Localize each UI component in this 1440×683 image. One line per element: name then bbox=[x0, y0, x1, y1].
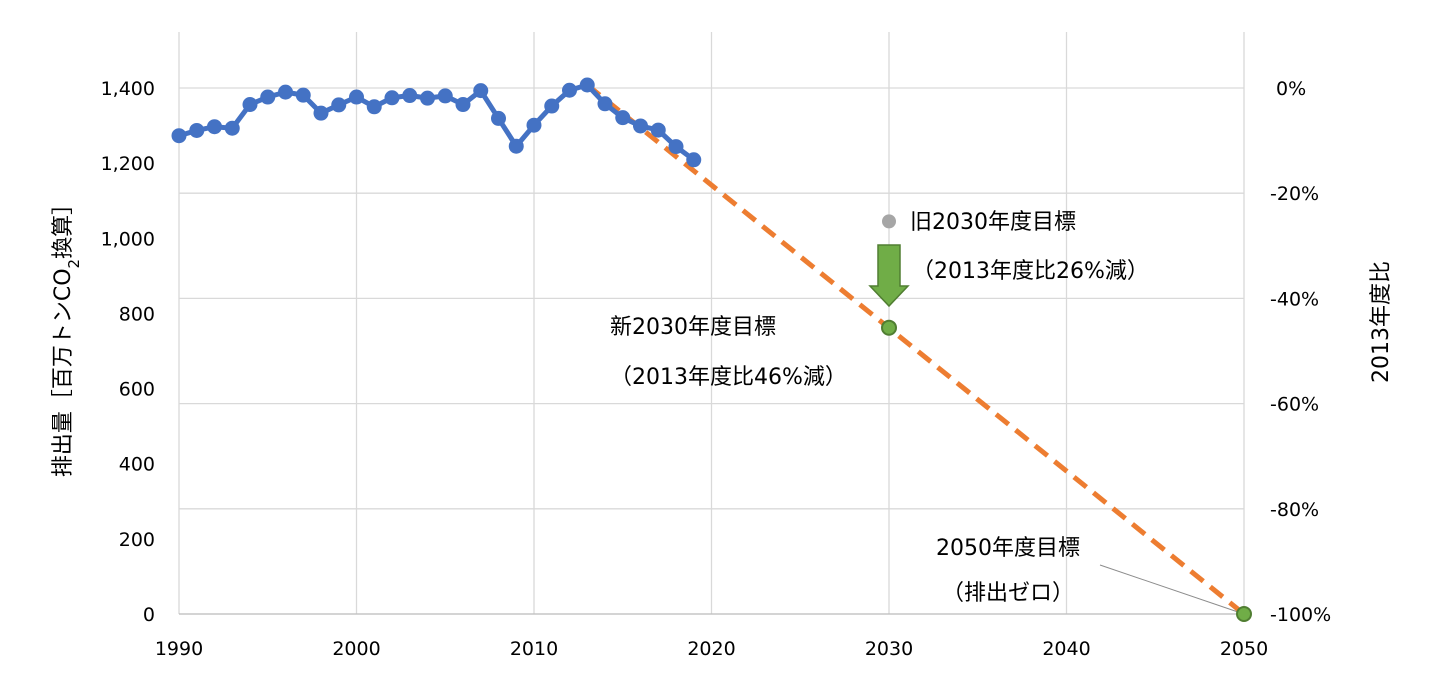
x-tick-label: 2020 bbox=[687, 638, 735, 660]
data-point bbox=[615, 110, 631, 126]
data-point bbox=[633, 118, 648, 134]
new-target-sublabel: （2013年度比46%減） bbox=[610, 365, 847, 390]
actual-emissions-line bbox=[178, 82, 696, 162]
data-point bbox=[402, 88, 418, 104]
data-point bbox=[491, 110, 506, 126]
data-point bbox=[668, 139, 684, 155]
old-2030-target-marker bbox=[882, 214, 896, 229]
y-axis-title: 排出量［百万トンCO2換算］ bbox=[51, 193, 83, 477]
y2-tick-label: -100% bbox=[1270, 604, 1331, 626]
y2-axis-title: 2013年度比 bbox=[1369, 261, 1394, 383]
data-point bbox=[473, 83, 489, 99]
y-axis-title-subscript: 2 bbox=[65, 259, 83, 269]
actual-emissions-markers bbox=[171, 77, 702, 168]
new-2030-target-marker bbox=[881, 319, 897, 336]
goal-label: 2050年度目標 bbox=[936, 536, 1080, 561]
y-tick-label: 1,200 bbox=[101, 153, 155, 175]
x-tick-label: 2030 bbox=[865, 638, 913, 660]
y2-tick-label: 0% bbox=[1276, 78, 1306, 100]
data-point bbox=[189, 122, 205, 138]
data-point bbox=[508, 138, 524, 154]
data-point bbox=[313, 105, 329, 121]
data-point bbox=[295, 87, 311, 103]
data-point bbox=[526, 117, 542, 133]
data-point bbox=[242, 97, 258, 113]
y-tick-label: 0 bbox=[143, 604, 155, 626]
x-tick-label: 2050 bbox=[1220, 638, 1268, 660]
data-point bbox=[544, 98, 560, 114]
data-point bbox=[384, 90, 400, 106]
data-point bbox=[224, 120, 240, 136]
y-axis-title-tail: 換算］ bbox=[51, 193, 76, 259]
y2-tick-label: -40% bbox=[1270, 288, 1319, 310]
new-target-label: 新2030年度目標 bbox=[610, 315, 776, 340]
y2-tick-label: -20% bbox=[1270, 183, 1319, 205]
data-point bbox=[207, 119, 222, 135]
target-trajectory-line bbox=[585, 83, 1246, 616]
old-target-label: 旧2030年度目標 bbox=[910, 210, 1076, 235]
y-tick-label: 400 bbox=[119, 454, 155, 476]
x-axis-ticks: 1990 2000 2010 2020 2030 2040 2050 bbox=[155, 638, 1268, 660]
y2-tick-label: -80% bbox=[1270, 499, 1319, 521]
data-point bbox=[331, 97, 347, 113]
horizontal-gridlines bbox=[179, 87, 1244, 615]
data-point bbox=[171, 128, 187, 144]
data-point bbox=[420, 90, 435, 106]
y-axis-ticks: 0 200 400 600 800 1,000 1,200 1,400 bbox=[101, 78, 155, 626]
secondary-y-axis-ticks: -100% -80% -60% -40% -20% 0% bbox=[1270, 78, 1331, 626]
2050-target-marker bbox=[1236, 606, 1252, 622]
data-point bbox=[455, 97, 471, 113]
y-tick-label: 200 bbox=[119, 529, 155, 551]
goal-sublabel: （排出ゼロ） bbox=[942, 581, 1074, 606]
y2-tick-label: -60% bbox=[1270, 394, 1319, 416]
data-point bbox=[650, 122, 666, 138]
y-tick-label: 1,400 bbox=[101, 78, 155, 100]
goal-leader-line bbox=[1099, 564, 1239, 613]
old-target-sublabel: （2013年度比26%減） bbox=[912, 259, 1149, 284]
data-point bbox=[562, 82, 577, 98]
data-point bbox=[597, 96, 613, 112]
y-tick-label: 600 bbox=[119, 379, 155, 401]
data-point bbox=[686, 152, 702, 168]
y-axis-title-main: 排出量［百万トンCO bbox=[51, 268, 76, 477]
x-tick-label: 2040 bbox=[1042, 638, 1090, 660]
y-tick-label: 1,000 bbox=[101, 228, 155, 250]
data-point bbox=[278, 84, 293, 100]
x-tick-label: 2000 bbox=[332, 638, 380, 660]
data-point bbox=[349, 89, 364, 105]
x-tick-label: 1990 bbox=[155, 638, 203, 660]
x-tick-label: 2010 bbox=[510, 638, 558, 660]
y-tick-label: 800 bbox=[119, 303, 155, 325]
data-point bbox=[437, 88, 453, 104]
data-point bbox=[260, 89, 276, 105]
arrow-down-icon bbox=[868, 244, 910, 308]
data-point bbox=[579, 77, 595, 93]
data-point bbox=[366, 99, 382, 115]
